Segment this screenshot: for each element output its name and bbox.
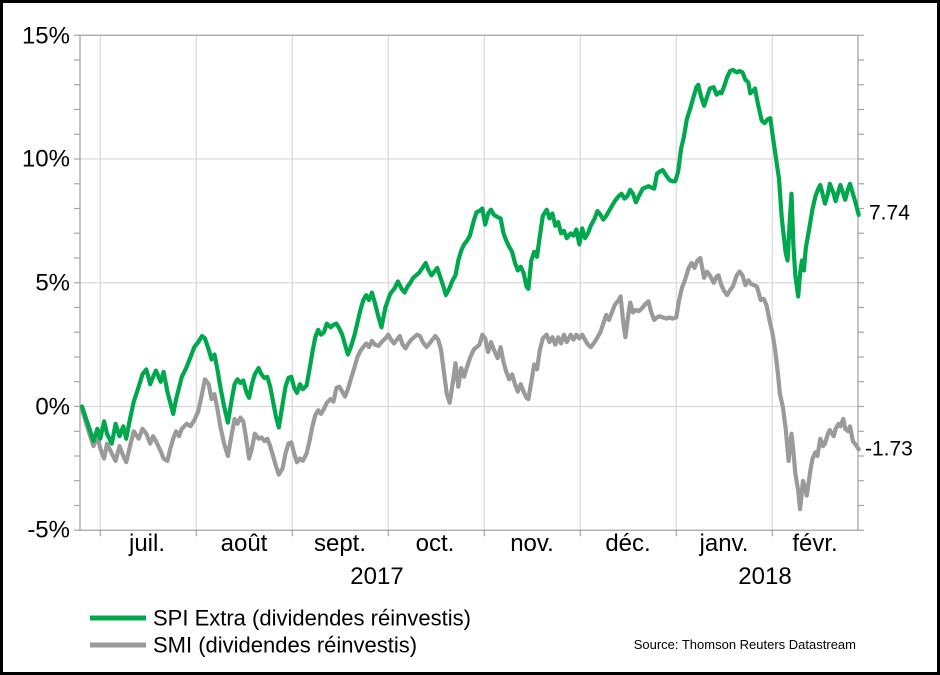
smi-end-value: -1.73 (865, 438, 913, 461)
year-label-2017: 2017 (350, 563, 403, 590)
end-value-labels: 7.74 -1.73 (865, 202, 913, 461)
spi-extra-end-value: 7.74 (869, 202, 910, 225)
y-tick-label-5: 5% (35, 270, 70, 297)
series-line (79, 67, 861, 446)
smi-legend-label: SMI (dividendes réinvestis) (153, 633, 417, 658)
spi-extra-legend-label: SPI Extra (dividendes réinvestis) (153, 606, 471, 631)
x-tick-label-sept: sept. (314, 530, 366, 557)
y-tick-label-neg5: -5% (27, 517, 70, 544)
year-label-2018: 2018 (738, 563, 791, 590)
y-tick-label-0: 0% (35, 394, 70, 421)
series-line (79, 255, 861, 512)
x-tick-label-fevr: févr. (792, 530, 837, 557)
x-tick-label-aout: août (221, 530, 268, 557)
x-tick-label-juil: juil. (128, 530, 165, 557)
x-tick-label-dec: déc. (605, 530, 650, 557)
x-tick-label-janv: janv. (699, 530, 749, 557)
x-tick-label-nov: nov. (510, 530, 554, 557)
x-axis: juil. août sept. oct. nov. déc. janv. fé… (128, 530, 838, 590)
y-tick-label-10: 10% (22, 146, 70, 173)
y-tick-label-15: 15% (22, 23, 70, 50)
legend: SPI Extra (dividendes réinvestis) SMI (d… (90, 606, 471, 658)
plot-area (74, 34, 864, 537)
source-attribution: Source: Thomson Reuters Datastream (634, 637, 856, 652)
x-tick-label-oct: oct. (416, 530, 455, 557)
y-axis: 15% 10% 5% 0% -5% (22, 23, 70, 544)
